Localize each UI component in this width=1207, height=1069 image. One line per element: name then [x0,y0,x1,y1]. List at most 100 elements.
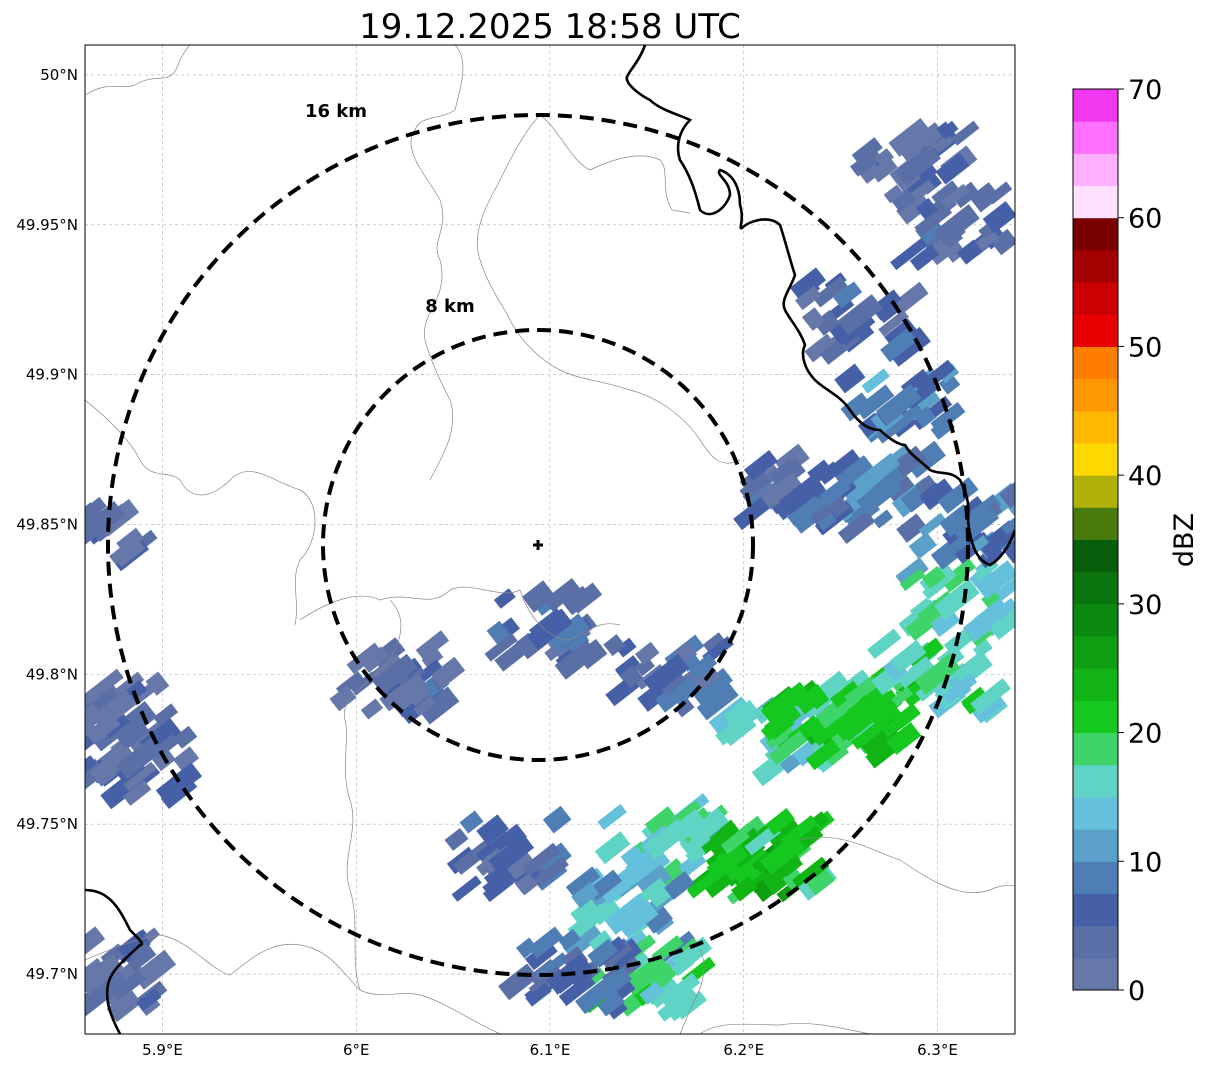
colorbar-tick-label: 70 [1128,75,1162,106]
colorbar-tick-label: 10 [1128,847,1162,878]
reflectivity-pixel [172,746,200,772]
colorbar-tick-label: 40 [1128,461,1162,492]
reflectivity-pixel [720,827,750,855]
reflectivity-pixel [654,679,692,713]
colorbar-tick-label: 20 [1128,719,1162,750]
reflectivity-pixel [896,513,928,543]
reflectivity-pixel [594,831,631,865]
reflectivity-pixel [808,689,830,710]
reflectivity-pixel [504,849,537,880]
reflectivity-pixel [995,575,1015,601]
reflectivity-pixel [498,963,539,1001]
reflectivity-pixel [766,817,803,851]
colorbar-segment [1073,282,1118,315]
reflectivity-pixel [543,578,581,612]
reflectivity-pixel [935,152,970,185]
reflectivity-pixel [346,642,383,675]
reflectivity-pixel [603,634,626,657]
reflectivity-pixel [672,936,713,973]
colorbar-segment [1073,829,1118,862]
reflectivity-pixel [453,839,494,875]
reflectivity-pixel [597,990,625,1017]
reflectivity-pixel [971,692,1006,724]
admin-boundaries [85,45,1015,1034]
reflectivity-cell [604,893,651,935]
reflectivity-pixel [801,307,826,331]
lon-tick-label: 6.2°E [723,1041,764,1059]
reflectivity-pixel [739,471,772,501]
colorbar-segment [1073,89,1118,122]
colorbar-segment [1073,636,1118,669]
reflectivity-pixel [615,655,640,678]
colorbar-label: dBZ [1169,513,1200,567]
reflectivity-pixel [483,862,515,892]
reflectivity-pixel [522,842,561,877]
reflectivity-pixel [421,648,444,669]
reflectivity-pixel [869,452,901,482]
reflectivity-pixel [116,527,144,554]
colorbar-segment [1073,442,1118,476]
reflectivity-cell [837,294,883,336]
country-border [85,45,1015,1034]
reflectivity-pixel [914,405,937,428]
reflectivity-pixel [918,512,947,538]
reflectivity-pixel [688,653,718,680]
reflectivity-pixel [568,582,603,614]
colorbar-segment [1073,153,1118,187]
reflectivity-pixel [528,926,564,959]
reflectivity-pixel [1002,533,1015,564]
reflectivity-pixel [805,737,842,771]
reflectivity-pixel [85,981,112,1018]
reflectivity-pixel [674,698,695,718]
lat-tick-label: 49.8°N [26,665,78,683]
reflectivity-pixel [169,762,203,794]
colorbar-segment [1073,571,1118,605]
latitude-tick-labels: 50°N 49.95°N 49.9°N 49.85°N 49.8°N 49.75°N 49.… [16,66,78,983]
reflectivity-pixel [112,980,134,1000]
reflectivity-pixel [558,928,581,951]
reflectivity-pixel [890,281,929,316]
reflectivity-pixel [915,197,939,221]
lat-tick-label: 49.9°N [26,366,78,384]
reflectivity-pixel [617,899,659,938]
colorbar-segment [1073,249,1118,283]
reflectivity-pixel [975,560,1015,600]
municipal-boundary [299,586,621,641]
reflectivity-pixel [113,671,145,700]
reflectivity-pixel [872,509,894,529]
reflectivity-pixel [836,455,873,488]
reflectivity-pixel [619,664,644,689]
reflectivity-pixel [840,466,883,505]
reflectivity-pixel [943,570,968,593]
reflectivity-pixel [953,650,993,688]
colorbar-segment [1073,764,1118,798]
reflectivity-pixel [767,876,788,895]
reflectivity-pixel [590,897,621,926]
country-border-southwest [85,888,144,1034]
colorbar-segment [1073,925,1118,959]
reflectivity-pixel [830,680,861,708]
reflectivity-pixel [760,704,802,741]
reflectivity-pixel [803,496,828,521]
reflectivity-pixel [85,668,124,704]
reflectivity-pixel [620,844,647,871]
reflectivity-pixel [812,276,848,308]
reflectivity-pixel [588,930,614,955]
reflectivity-pixel [46,727,73,753]
reflectivity-pixel [634,641,660,666]
reflectivity-pixel [813,310,840,336]
reflectivity-pixel [329,685,357,712]
lon-tick-label: 6.3°E [917,1041,958,1059]
reflectivity-pixel [855,384,895,420]
reflectivity-cell [85,509,112,552]
reflectivity-pixel [951,181,980,209]
reflectivity-pixel [644,806,680,839]
colorbar-segment [1073,796,1118,830]
reflectivity-pixel [760,688,800,725]
reflectivity-pixel [558,973,596,1007]
reflectivity-pixel [405,682,431,707]
reflectivity-cell [623,953,670,995]
reflectivity-pixel [876,289,902,313]
reflectivity-pixel [861,368,890,394]
reflectivity-pixel [21,480,57,511]
